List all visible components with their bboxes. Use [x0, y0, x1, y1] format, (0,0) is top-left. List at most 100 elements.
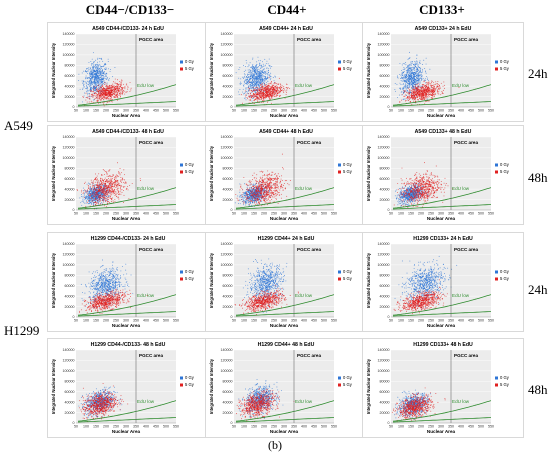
data-point — [130, 89, 132, 91]
data-point — [84, 92, 86, 94]
data-point — [121, 87, 122, 89]
data-point — [97, 196, 98, 198]
data-point — [272, 91, 274, 93]
data-point — [116, 192, 118, 194]
data-point — [108, 86, 110, 88]
data-point — [425, 78, 427, 80]
data-point — [420, 99, 421, 101]
data-point — [94, 70, 95, 72]
data-point — [88, 72, 90, 74]
data-point — [258, 71, 260, 73]
data-point — [100, 83, 102, 85]
data-point — [96, 190, 97, 192]
data-point — [249, 70, 251, 72]
data-point — [267, 91, 269, 93]
data-point — [89, 191, 91, 193]
data-point — [262, 101, 264, 103]
data-point — [113, 84, 115, 86]
data-point — [94, 67, 96, 69]
data-point — [258, 80, 260, 82]
data-point — [116, 176, 118, 178]
data-point — [418, 66, 420, 68]
data-point — [269, 90, 271, 92]
data-point — [410, 90, 412, 91]
data-point — [105, 67, 107, 69]
data-point — [99, 61, 101, 63]
data-point — [431, 91, 432, 93]
data-point — [104, 95, 106, 97]
data-point — [260, 60, 262, 62]
data-point — [265, 79, 267, 81]
data-point — [251, 87, 253, 89]
data-point — [90, 64, 92, 66]
data-point — [413, 100, 415, 102]
data-point — [87, 187, 89, 189]
data-point — [94, 177, 96, 179]
data-point — [108, 101, 110, 103]
data-point — [258, 60, 260, 62]
data-point — [411, 66, 413, 68]
data-point — [411, 74, 413, 76]
data-point — [102, 74, 104, 76]
data-point — [105, 94, 106, 96]
data-point — [432, 92, 434, 94]
data-point — [260, 81, 261, 83]
data-point — [106, 93, 108, 95]
data-point — [86, 91, 88, 93]
data-point — [274, 87, 276, 89]
data-point — [251, 100, 253, 102]
data-point — [254, 90, 256, 91]
data-point — [118, 87, 120, 89]
data-point — [110, 198, 112, 199]
data-point — [108, 93, 109, 95]
data-point — [402, 74, 404, 76]
data-point — [127, 189, 129, 191]
data-point — [259, 75, 261, 77]
legend-swatch — [495, 67, 498, 71]
data-point — [430, 85, 432, 87]
data-point — [263, 75, 265, 77]
data-point — [270, 94, 272, 96]
data-point — [258, 97, 260, 99]
data-point — [85, 70, 86, 72]
data-point — [106, 84, 108, 86]
plot-background — [76, 34, 176, 107]
data-point — [129, 91, 131, 93]
data-point — [97, 80, 99, 82]
data-point — [261, 70, 263, 72]
data-point — [416, 77, 418, 79]
data-point — [421, 89, 423, 91]
data-point — [260, 91, 262, 93]
data-point — [255, 96, 257, 98]
data-point — [411, 98, 413, 99]
data-point — [410, 83, 412, 85]
data-point — [99, 76, 101, 78]
data-point — [251, 79, 253, 80]
data-point — [255, 71, 257, 73]
data-point — [267, 74, 269, 76]
data-point — [271, 91, 273, 93]
data-point — [104, 81, 106, 83]
data-point — [100, 73, 102, 75]
data-point — [93, 75, 95, 77]
data-point — [92, 76, 94, 78]
data-point — [88, 89, 90, 91]
data-point — [420, 89, 422, 91]
data-point — [110, 176, 112, 177]
data-point — [262, 96, 264, 98]
data-point — [91, 197, 93, 199]
data-point — [269, 83, 271, 85]
data-point — [412, 89, 414, 91]
data-point — [109, 97, 111, 99]
data-point — [266, 67, 268, 69]
data-point — [109, 93, 110, 95]
data-point — [258, 95, 260, 97]
data-point — [97, 61, 99, 63]
data-point — [86, 196, 88, 198]
data-point — [254, 99, 255, 101]
legend-label: 5 Gy — [343, 66, 353, 71]
data-point — [248, 81, 249, 83]
data-point — [96, 93, 98, 95]
edu-low-label: EdU low — [295, 83, 313, 88]
y-tick-label: 100000 — [63, 53, 75, 57]
